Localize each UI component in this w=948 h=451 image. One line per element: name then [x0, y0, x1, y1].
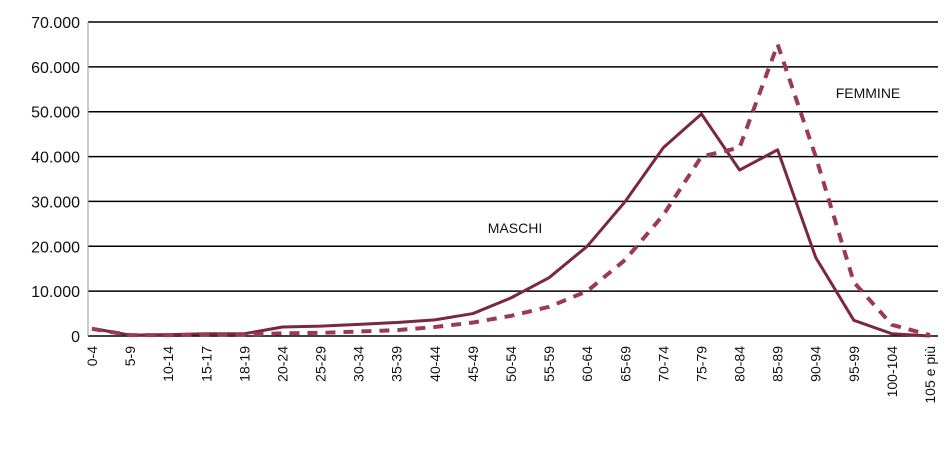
x-tick-label: 100-104 [884, 346, 900, 398]
x-tick-label: 85-89 [770, 346, 786, 382]
x-tick-label: 60-64 [579, 346, 595, 382]
x-tick-label: 75-79 [693, 346, 709, 382]
y-tick-label: 10.000 [31, 284, 80, 301]
x-tick-label: 95-99 [846, 346, 862, 382]
x-tick-label: 55-59 [541, 346, 557, 382]
x-tick-label: 30-34 [351, 346, 367, 382]
x-tick-label: 50-54 [503, 346, 519, 382]
y-tick-label: 30.000 [31, 194, 80, 211]
y-tick-label: 70.000 [31, 15, 80, 32]
x-tick-label: 70-74 [655, 346, 671, 382]
x-tick-label: 25-29 [313, 346, 329, 382]
x-tick-label: 0-4 [84, 346, 100, 366]
x-tick-label: 45-49 [465, 346, 481, 382]
x-tick-label: 35-39 [389, 346, 405, 382]
x-tick-label: 15-17 [198, 346, 214, 382]
y-tick-label: 50.000 [31, 105, 80, 122]
x-tick-label: 20-24 [274, 346, 290, 382]
y-tick-label: 60.000 [31, 60, 80, 77]
series-line [91, 112, 931, 338]
y-tick-label: 0 [71, 329, 80, 346]
x-tick-label: 40-44 [427, 346, 443, 382]
x-tick-label: 105 e più [922, 346, 938, 404]
series-line [91, 42, 931, 338]
y-tick-label: 20.000 [31, 239, 80, 256]
x-tick-label: 5-9 [122, 346, 138, 366]
legend-label: MASCHI [488, 220, 542, 236]
x-tick-label: 65-69 [617, 346, 633, 382]
x-tick-label: 18-19 [236, 346, 252, 382]
x-tick-label: 10-14 [160, 346, 176, 382]
x-tick-label: 80-84 [732, 346, 748, 382]
legend-label: FEMMINE [836, 85, 901, 101]
y-tick-label: 40.000 [31, 150, 80, 167]
x-tick-label: 90-94 [808, 346, 824, 382]
